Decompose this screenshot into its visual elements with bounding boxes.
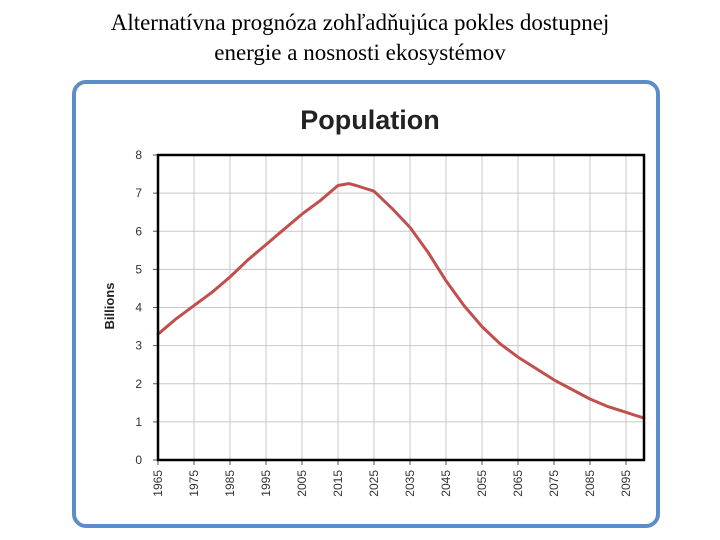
plot-area-border	[156, 153, 646, 462]
y-tick-label: 4	[135, 301, 142, 315]
x-tick-label: 2085	[583, 470, 597, 497]
y-tick-label: 5	[135, 262, 142, 276]
series-layer	[156, 182, 646, 420]
x-tick-label: 2015	[331, 470, 345, 497]
slide-title: Alternatívna prognóza zohľadňujúca pokle…	[0, 8, 720, 68]
x-tick-label: 2045	[439, 470, 453, 497]
x-tick-label: 1965	[151, 470, 165, 497]
grid-lines	[153, 154, 644, 465]
chart-title: Population	[300, 105, 439, 135]
y-tick-label: 2	[135, 377, 142, 391]
x-tick-label: 1975	[187, 470, 201, 497]
x-tick-label: 1985	[223, 470, 237, 497]
y-axis-label: Billions	[102, 283, 117, 330]
x-tick-label: 2065	[511, 470, 525, 497]
y-tick-label: 0	[135, 453, 142, 467]
x-tick-label: 2035	[403, 470, 417, 497]
slide-title-line-1: Alternatívna prognóza zohľadňujúca pokle…	[110, 10, 610, 35]
x-tick-label: 2095	[619, 470, 633, 497]
y-tick-label: 6	[135, 224, 142, 238]
x-tick-label: 2075	[547, 470, 561, 497]
y-tick-label: 3	[135, 339, 142, 353]
slide-title-line-2: energie a nosnosti ekosystémov	[214, 40, 506, 65]
x-tick-label: 1995	[259, 470, 273, 497]
x-tick-label: 2025	[367, 470, 381, 497]
y-tick-label: 8	[135, 148, 142, 162]
x-tick-label: 2005	[295, 470, 309, 497]
y-tick-label: 1	[135, 415, 142, 429]
y-tick-label: 7	[135, 186, 142, 200]
y-tick-labels: 0 1 2 3 4 5 6 7 8	[135, 148, 142, 467]
population-series-line	[156, 182, 646, 420]
x-tick-labels: 1965 1975 1985 1995 2005 2015 2025 2035 2045 2055…	[151, 470, 633, 497]
x-tick-label: 2055	[475, 470, 489, 497]
